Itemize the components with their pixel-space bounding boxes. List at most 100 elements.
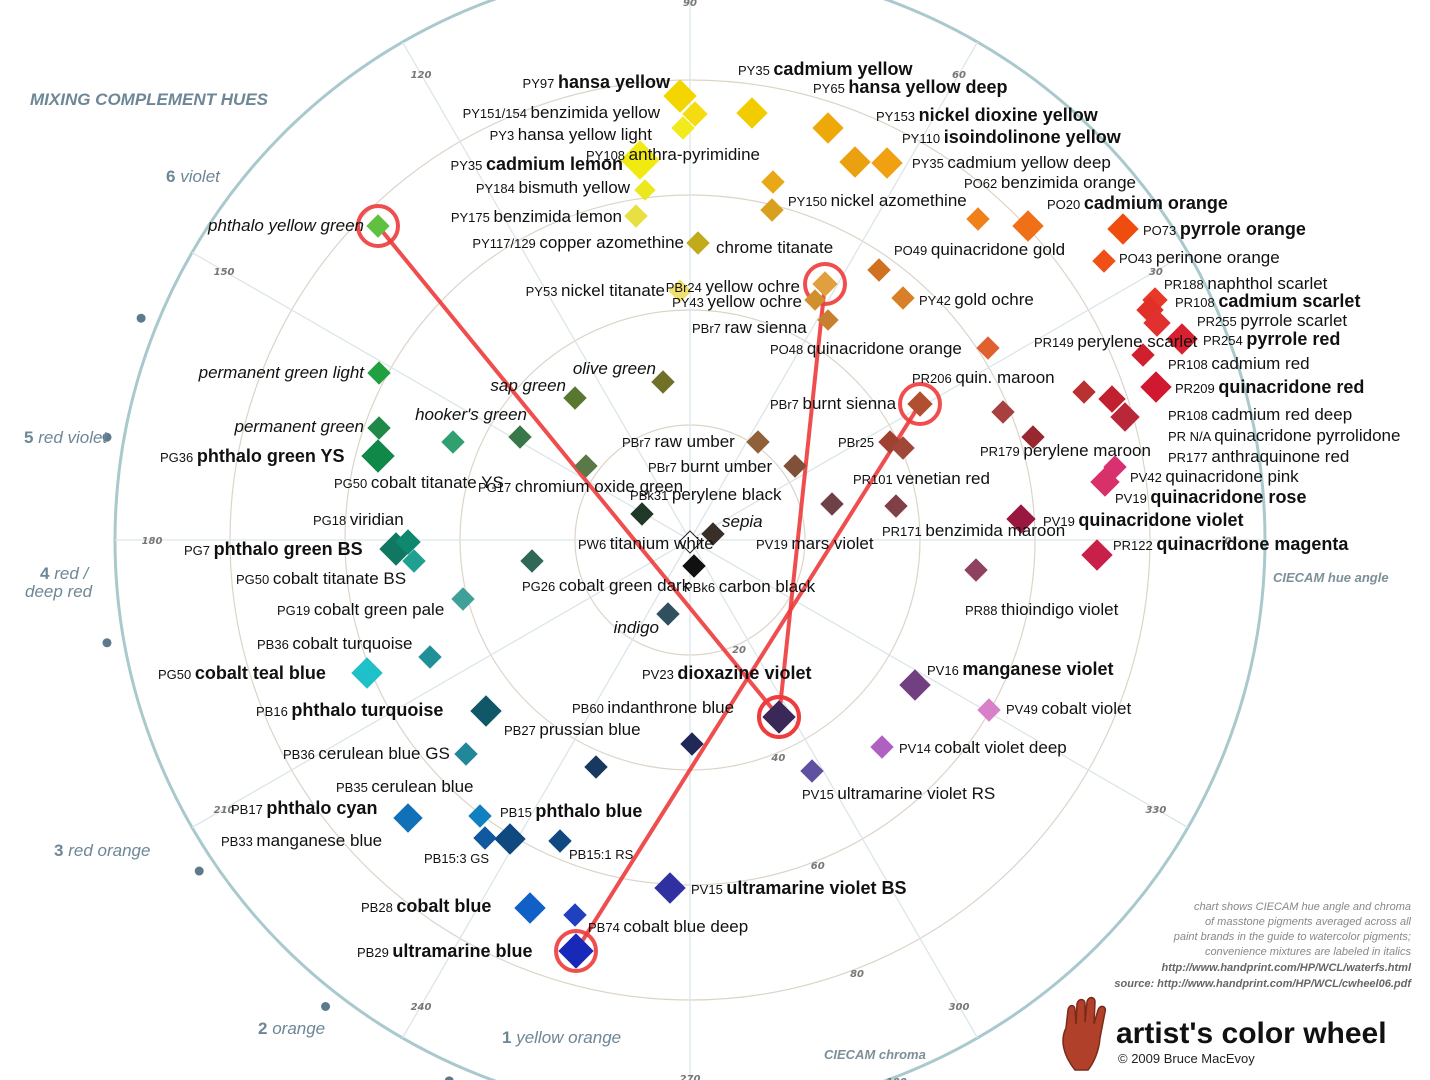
- pigment-name: phthalo blue: [535, 801, 642, 821]
- complement-line: [777, 282, 827, 719]
- pigment-label: PB60 indanthrone blue: [572, 698, 734, 717]
- pigment-marker: [964, 558, 988, 582]
- pigment-name: gold ochre: [954, 290, 1033, 309]
- pigment-label: PB29 ultramarine blue: [357, 941, 532, 961]
- pigment-label: PR108 cadmium scarlet: [1175, 291, 1360, 311]
- pigment-marker: [680, 732, 704, 756]
- pigment-code: PY35: [738, 63, 773, 78]
- pigment-code: PR122: [1113, 538, 1156, 553]
- pigment-label: PY153 nickel dioxine yellow: [876, 105, 1099, 125]
- hue-spoke: [689, 539, 979, 1039]
- pigment-marker: [870, 735, 894, 759]
- pigment-code: PB28: [361, 900, 396, 915]
- pigment-code: PB29: [357, 945, 392, 960]
- pigment-name: cadmium orange: [1084, 193, 1228, 213]
- note-line: paint brands in the guide to watercolor …: [1173, 931, 1411, 943]
- pigment-marker: [395, 529, 421, 555]
- chroma-tick-label: 40: [770, 753, 785, 764]
- pigment-marker: [418, 645, 442, 669]
- pigment-name: benzimida orange: [1001, 173, 1136, 192]
- hue-tick-label: 120: [411, 70, 432, 81]
- pigment-name: quinacridone pink: [1165, 467, 1299, 486]
- pigment-code: PO43: [1119, 251, 1156, 266]
- pigment-name: hansa yellow deep: [848, 77, 1007, 97]
- pigment-code: PB60: [572, 701, 607, 716]
- pigment-name: quinacridone rose: [1150, 487, 1306, 507]
- pigment-code: PY151/154: [463, 106, 531, 121]
- pigment-name: perinone orange: [1156, 248, 1280, 267]
- pigment-name: permanent green light: [198, 363, 366, 382]
- pigment-label: PB33 manganese blue: [221, 831, 382, 850]
- chroma-tick-labels: 20 40 60 80 100: [732, 645, 907, 1080]
- pigment-label: PR101 venetian red: [853, 469, 990, 488]
- pigment-code: PY184: [476, 181, 519, 196]
- pigment-code: PV16: [927, 663, 962, 678]
- pigment-marker: [441, 430, 465, 454]
- pigment-code: PY175: [451, 210, 494, 225]
- pigment-label: PO48 quinacridone orange: [770, 339, 962, 358]
- pigment-code: PR255: [1197, 314, 1240, 329]
- pigment-marker: [508, 425, 532, 449]
- pigment-name: phthalo yellow green: [207, 216, 364, 235]
- pigment-name: benzimida yellow: [531, 103, 661, 122]
- pigment-code: PR88: [965, 603, 1001, 618]
- pigment-name: phthalo turquoise: [291, 700, 443, 720]
- pigment-label: PV23 dioxazine violet: [642, 663, 811, 683]
- hue-tick-label: 90: [683, 0, 697, 9]
- pigment-name: thioindigo violet: [1001, 600, 1118, 619]
- pigment-name: cobalt turquoise: [292, 634, 412, 653]
- pigment-marker: [1092, 249, 1116, 273]
- pigment-label: PV15 ultramarine violet BS: [691, 878, 906, 898]
- pigment-marker: [656, 602, 680, 626]
- pigment-code: PV19: [1043, 514, 1078, 529]
- pigment-marker: [991, 400, 1015, 424]
- pigment-name: indigo: [614, 618, 659, 637]
- pigment-marker: [451, 587, 475, 611]
- hue-spoke: [191, 251, 691, 541]
- pigment-marker: [1166, 323, 1198, 355]
- pigment-label: PV19 mars violet: [756, 534, 874, 553]
- pigment-marker: [468, 804, 492, 828]
- pigment-name: phthalo green YS: [197, 446, 345, 466]
- pigment-name: perylene scarlet: [1077, 332, 1197, 351]
- pigment-label: PR179 perylene maroon: [980, 441, 1151, 460]
- pigment-label: PB15 phthalo blue: [500, 801, 642, 821]
- pigment-code: PY108: [586, 148, 629, 163]
- pigment-code: PBk31: [630, 488, 672, 503]
- pigment-marker: [839, 146, 871, 178]
- pigment-label: PB16 phthalo turquoise: [256, 700, 443, 720]
- pigment-code: PB16: [256, 704, 291, 719]
- pigment-name: quinacridone red: [1218, 377, 1364, 397]
- pigment-name: viridian: [350, 510, 404, 529]
- pigment-label: hooker's green: [415, 405, 527, 424]
- pigment-label: PY97 hansa yellow: [523, 72, 671, 92]
- pigment-marker: [563, 386, 587, 410]
- pigment-marker: [634, 179, 656, 201]
- pigment-code: PO48: [770, 342, 807, 357]
- pigment-code: PBr7: [692, 321, 725, 336]
- hue-tick-label: 180: [142, 536, 163, 547]
- hue-tick-label: 210: [214, 805, 235, 816]
- pigment-label: PR206 quin. maroon: [912, 368, 1055, 387]
- pigment-marker: [762, 700, 796, 734]
- pigment-marker: [1110, 402, 1140, 432]
- pigment-marker: [630, 502, 654, 526]
- chart-notes: chart shows CIECAM hue angle and chroma …: [1114, 901, 1412, 990]
- hue-tick-label: 60: [952, 70, 966, 81]
- note-link: http://www.handprint.com/HP/WCL/waterfs.…: [1161, 962, 1411, 974]
- pigment-code: PO20: [1047, 197, 1084, 212]
- pigment-name: cobalt titanate YS: [371, 473, 504, 492]
- pigment-label: PY42 gold ochre: [919, 290, 1034, 309]
- chroma-axis-label: CIECAM chroma: [824, 1047, 926, 1062]
- pigment-marker: [654, 872, 686, 904]
- complement-highlight: [803, 262, 847, 306]
- pigment-label: PV19 quinacridone violet: [1043, 510, 1243, 530]
- pigment-marker: [584, 755, 608, 779]
- complement-highlight: [757, 695, 801, 739]
- hue-tick-label: 330: [1145, 805, 1166, 816]
- pigment-label: PBr7 raw sienna: [692, 318, 807, 337]
- pigment-code: PB36: [283, 747, 318, 762]
- pigment-label: PY35 cadmium lemon: [451, 154, 623, 174]
- outer-hue-dot: [136, 313, 146, 323]
- pigment-marker: [1107, 213, 1139, 245]
